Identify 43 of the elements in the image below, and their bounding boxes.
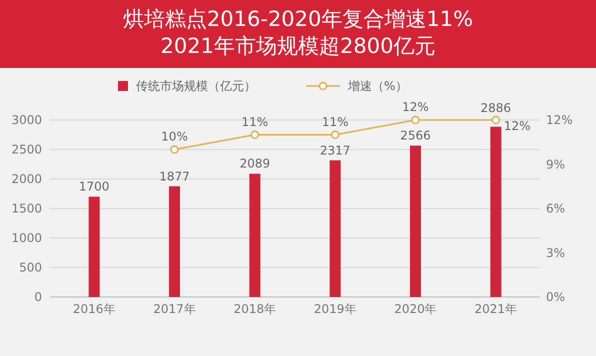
y-tick-label: 500 [19,260,42,274]
data-label: 1877 [159,169,190,184]
bar [249,174,260,297]
y2-tick-label: 3% [546,246,566,260]
y-tick-label: 3000 [11,113,42,127]
bar [88,196,100,297]
point [330,130,340,139]
y-tick-label: 1500 [11,202,42,216]
y2-tick-label: 9% [546,157,566,172]
data-label: 2089 [240,156,270,171]
bar [169,186,180,297]
legend-label: 增速（%） [347,79,408,93]
x-tick-label: 2020年 [394,302,437,316]
data-label: 11% [322,114,348,129]
y-tick-label: 2500 [11,142,42,156]
x-tick-label: 2019年 [314,302,356,316]
x-tick-label: 2021年 [474,302,518,316]
bar [490,126,502,297]
x-tick-label: 2018年 [234,302,276,316]
point [411,116,420,124]
point [492,116,500,124]
point [170,145,179,154]
data-label: 10% [161,130,188,144]
data-label: 2317 [320,143,350,158]
data-label: 12% [402,100,429,114]
y-tick-label: 1000 [11,231,42,245]
y2-tick-label: 12% [546,113,573,127]
x-tick-label: 2017年 [153,302,196,316]
data-label: 12% [504,119,530,133]
data-label: 1700 [78,180,110,194]
data-label: 2566 [400,128,431,143]
y-tick-label: 0 [34,290,42,304]
data-label: 11% [242,114,268,129]
y2-tick-label: 6% [546,202,566,216]
bar [410,146,421,297]
x-tick-label: 2016年 [72,302,116,316]
legend-label: 传统市场规模（亿元） [136,79,256,93]
y2-tick-label: 0% [546,290,566,304]
y-tick-label: 2000 [11,172,42,186]
chart-title: 烘培糕点2016-2020年复合增速11% 2021年市场规模超2800亿元 [122,7,474,58]
point [250,130,260,139]
data-label: 2886 [480,101,512,115]
bar [330,160,341,297]
